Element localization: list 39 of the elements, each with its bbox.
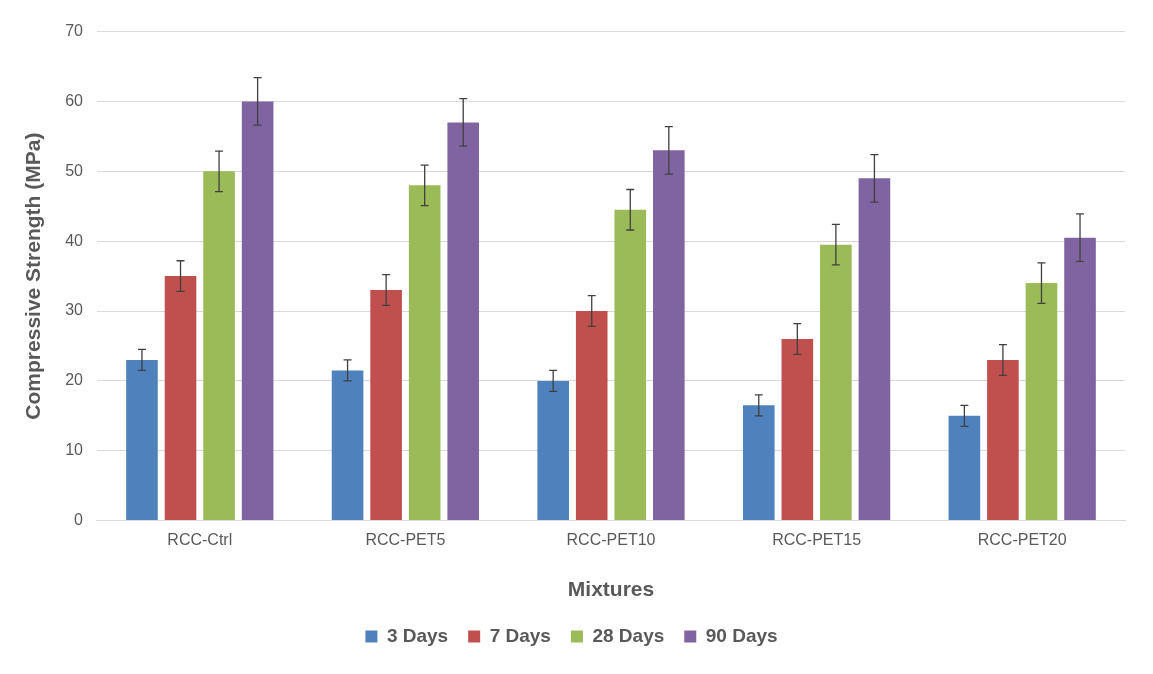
y-tick-label: 20	[65, 371, 84, 389]
bar	[203, 171, 235, 521]
bar	[126, 359, 158, 521]
bar	[781, 338, 814, 521]
y-tick-label: 0	[74, 511, 84, 529]
y-tick-label: 70	[65, 22, 84, 40]
bar	[575, 311, 608, 521]
x-tick-label: RCC-PET10	[566, 530, 656, 548]
legend-label: 3 Days	[386, 624, 449, 646]
bar	[537, 380, 569, 521]
bar	[408, 185, 441, 521]
legend-label: 7 Days	[489, 624, 551, 646]
bar	[1025, 283, 1058, 521]
bar	[742, 405, 775, 521]
bar	[987, 359, 1019, 521]
x-tick-label: RCC-Ctrl	[167, 530, 233, 548]
x-axis-title: Mixtures	[567, 577, 655, 601]
x-tick-label: RCC-PET20	[977, 530, 1067, 548]
y-tick-label: 30	[65, 301, 84, 319]
bar	[948, 415, 981, 521]
bar	[820, 244, 852, 521]
bar	[614, 209, 647, 521]
y-tick-label: 40	[65, 231, 84, 249]
bar	[653, 150, 685, 521]
bar	[241, 101, 274, 521]
y-axis-title: Compressive Strength (MPa)	[21, 132, 45, 420]
y-tick-label: 10	[65, 441, 84, 459]
x-tick-label: RCC-PET5	[365, 530, 446, 548]
y-tick-label: 60	[65, 91, 84, 109]
legend-label: 28 Days	[592, 624, 665, 646]
bar	[370, 290, 402, 521]
bar	[164, 276, 197, 521]
y-tick-label: 50	[65, 161, 84, 179]
bar	[858, 178, 891, 521]
bar	[447, 122, 480, 521]
x-tick-label: RCC-PET15	[772, 530, 862, 548]
bar	[331, 370, 364, 521]
legend-label: 90 Days	[705, 624, 778, 646]
bar	[1064, 237, 1096, 521]
